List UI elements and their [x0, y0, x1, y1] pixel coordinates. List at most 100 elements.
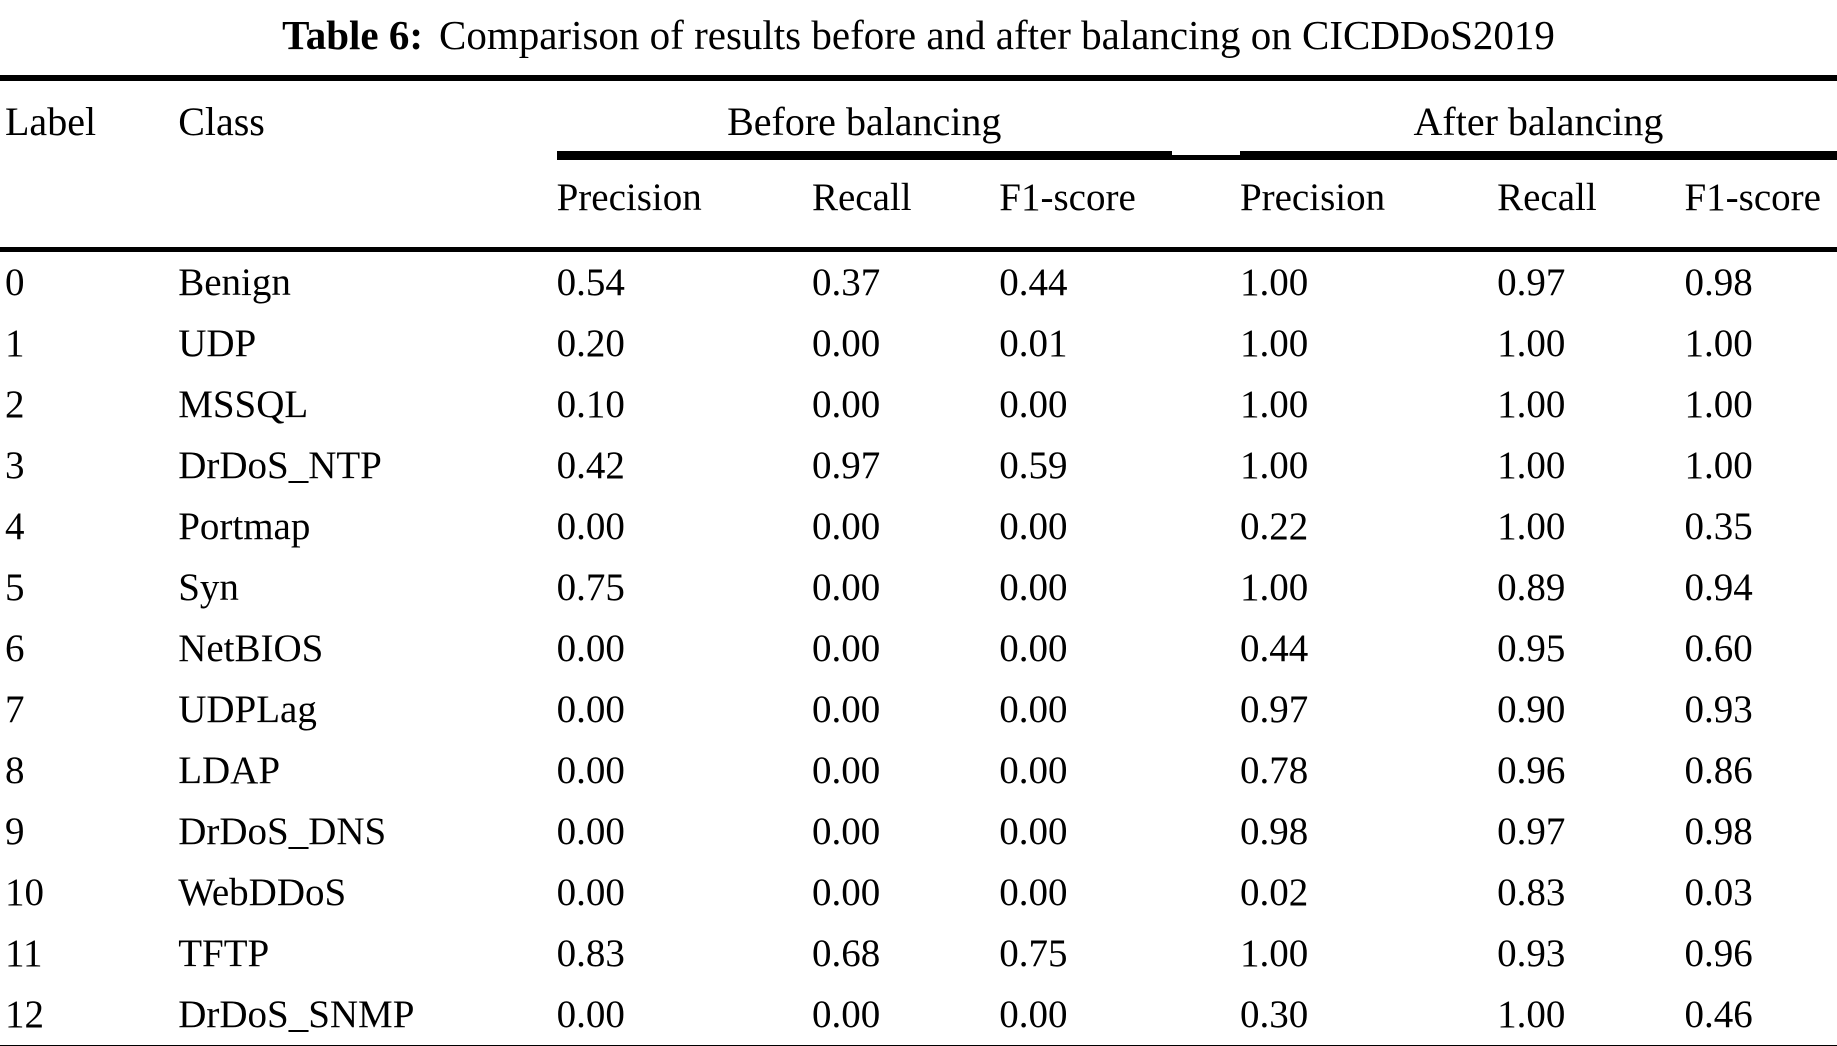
cell-label: 0: [5, 261, 25, 304]
cell-after-precision: 0.02: [1239, 871, 1309, 914]
cell-before-recall: 0.00: [811, 871, 881, 914]
cell-before-precision: 0.00: [556, 871, 625, 914]
cell-after-precision: 0.97: [1239, 688, 1309, 731]
cell-class: UDP: [178, 322, 257, 365]
cell-before-recall: 0.00: [811, 322, 881, 365]
cell-after-recall: 1.00: [1497, 383, 1566, 426]
column-header-before-f1: F1-score: [999, 157, 1240, 252]
cell-after-f1: 0.86: [1684, 749, 1753, 792]
cell-before-f1: 0.00: [999, 566, 1068, 609]
cell-after-recall: 0.97: [1497, 261, 1566, 304]
table-row: 6 NetBIOS 0.00 0.00 0.00 0.44 0.95 0.60: [0, 618, 1837, 679]
cell-before-precision: 0.00: [556, 810, 625, 853]
table-caption-number: Table 6:: [282, 12, 423, 58]
column-header-after-recall: Recall: [1497, 157, 1685, 252]
table-header: Label Class Before balancing After balan…: [0, 78, 1837, 252]
group-header-before-balancing: Before balancing: [556, 78, 1240, 160]
cell-after-f1: 0.98: [1684, 810, 1753, 853]
table-caption-text: Comparison of results before and after b…: [439, 12, 1555, 58]
cell-after-f1: 0.98: [1684, 261, 1753, 304]
cell-after-precision: 1.00: [1239, 444, 1309, 487]
table-row: 10 WebDDoS 0.00 0.00 0.00 0.02 0.83 0.03: [0, 862, 1837, 923]
cell-after-precision: 0.98: [1239, 810, 1309, 853]
cell-after-f1: 1.00: [1684, 383, 1753, 426]
cell-label: 7: [5, 688, 25, 731]
cell-class: DrDoS_SNMP: [178, 993, 415, 1036]
cell-after-f1: 0.93: [1684, 688, 1753, 731]
group-header-before-balancing-label: Before balancing: [556, 81, 1172, 155]
column-header-class: Class: [178, 78, 557, 252]
table-row: 2 MSSQL 0.10 0.00 0.00 1.00 1.00 1.00: [0, 374, 1837, 435]
group-header-after-balancing: After balancing: [1239, 78, 1837, 160]
cell-class: DrDoS_NTP: [178, 444, 382, 487]
cell-after-recall: 1.00: [1497, 322, 1566, 365]
cell-after-precision: 0.22: [1239, 505, 1309, 548]
cell-after-f1: 1.00: [1684, 322, 1753, 365]
cell-before-f1: 0.00: [999, 749, 1068, 792]
table-row: 11 TFTP 0.83 0.68 0.75 1.00 0.93 0.96: [0, 923, 1837, 984]
cell-before-f1: 0.00: [999, 871, 1068, 914]
cell-label: 11: [5, 932, 43, 975]
cell-before-recall: 0.37: [811, 261, 881, 304]
table-caption: Table 6: Comparison of results before and…: [0, 0, 1837, 75]
column-header-after-f1: F1-score: [1684, 157, 1837, 252]
cell-class: NetBIOS: [178, 627, 324, 670]
cell-before-precision: 0.75: [556, 566, 625, 609]
cell-before-precision: 0.83: [556, 932, 625, 975]
cell-before-recall: 0.97: [811, 444, 881, 487]
cell-label: 8: [5, 749, 25, 792]
table-row: 5 Syn 0.75 0.00 0.00 1.00 0.89 0.94: [0, 557, 1837, 618]
table-row: 7 UDPLag 0.00 0.00 0.00 0.97 0.90 0.93: [0, 679, 1837, 740]
cell-class: Portmap: [178, 505, 311, 548]
cell-after-precision: 1.00: [1239, 566, 1309, 609]
table-row: 1 UDP 0.20 0.00 0.01 1.00 1.00 1.00: [0, 313, 1837, 374]
cell-after-recall: 1.00: [1497, 993, 1566, 1036]
cell-before-precision: 0.20: [556, 322, 625, 365]
cell-after-precision: 1.00: [1239, 383, 1309, 426]
cell-before-recall: 0.00: [811, 627, 881, 670]
cell-label: 5: [5, 566, 25, 609]
cell-after-f1: 0.03: [1684, 871, 1753, 914]
cell-before-recall: 0.00: [811, 566, 881, 609]
cell-before-recall: 0.00: [811, 505, 881, 548]
cell-before-precision: 0.54: [556, 261, 625, 304]
cell-before-precision: 0.00: [556, 749, 625, 792]
cell-before-precision: 0.42: [556, 444, 625, 487]
cell-after-recall: 0.89: [1497, 566, 1566, 609]
sub-header-row: Precision Recall F1-score Precision Reca…: [0, 157, 1837, 252]
cell-before-recall: 0.00: [811, 993, 881, 1036]
cell-label: 1: [5, 322, 25, 365]
cell-after-recall: 0.96: [1497, 749, 1566, 792]
cell-class: Syn: [178, 566, 239, 609]
cell-after-recall: 0.90: [1497, 688, 1566, 731]
cell-label: 4: [5, 505, 25, 548]
cell-before-precision: 0.00: [556, 627, 625, 670]
cell-before-f1: 0.00: [999, 627, 1068, 670]
cell-before-recall: 0.00: [811, 383, 881, 426]
column-header-label: Label: [0, 78, 179, 252]
cell-before-recall: 0.00: [811, 688, 881, 731]
cell-before-f1: 0.01: [999, 322, 1068, 365]
table-row: 9 DrDoS_DNS 0.00 0.00 0.00 0.98 0.97 0.9…: [0, 801, 1837, 862]
cell-class: LDAP: [178, 749, 281, 792]
table-body: 0 Benign 0.54 0.37 0.44 1.00 0.97 0.98 1…: [0, 250, 1837, 1046]
cell-before-f1: 0.75: [999, 932, 1068, 975]
cell-class: DrDoS_DNS: [178, 810, 387, 853]
cell-before-precision: 0.00: [556, 688, 625, 731]
cell-before-f1: 0.44: [999, 261, 1068, 304]
cell-label: 3: [5, 444, 25, 487]
cell-label: 2: [5, 383, 25, 426]
cell-class: UDPLag: [178, 688, 317, 731]
cell-after-recall: 0.97: [1497, 810, 1566, 853]
cell-after-f1: 0.60: [1684, 627, 1753, 670]
cell-after-precision: 1.00: [1239, 932, 1309, 975]
cell-before-recall: 0.00: [811, 810, 881, 853]
cell-after-precision: 1.00: [1239, 261, 1309, 304]
cell-after-precision: 0.78: [1239, 749, 1309, 792]
cell-before-precision: 0.00: [556, 505, 625, 548]
cell-after-f1: 1.00: [1684, 444, 1753, 487]
cell-label: 12: [5, 993, 44, 1036]
cell-after-recall: 1.00: [1497, 505, 1566, 548]
cell-after-f1: 0.46: [1684, 993, 1753, 1036]
